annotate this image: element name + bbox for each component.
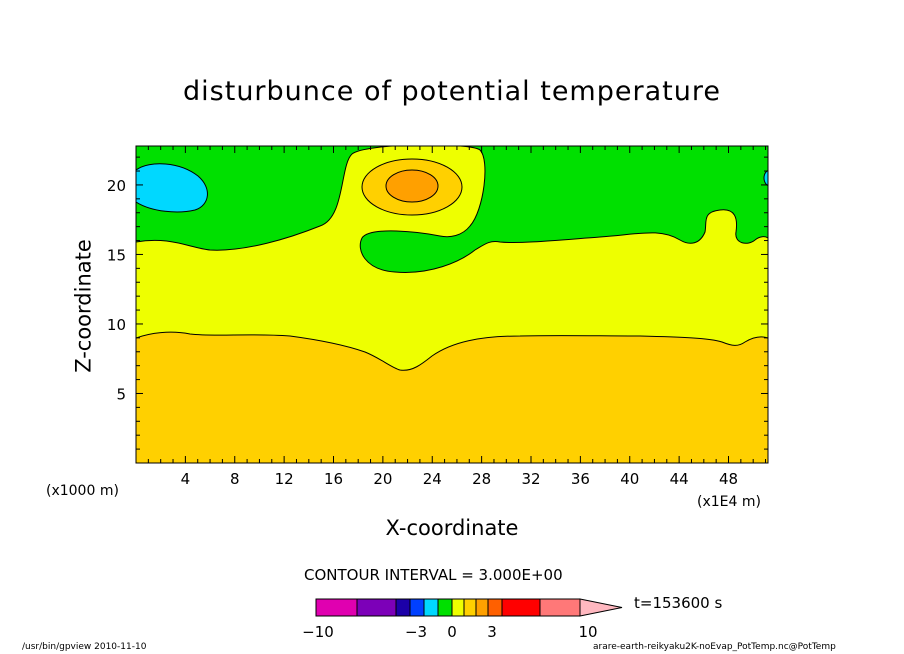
y-axis-unit: (x1000 m) [46,483,119,499]
colorbar-swatch [539,598,581,617]
colorbar-swatch [437,598,453,617]
x-tick-label: 16 [324,470,343,488]
colorbar-label: −3 [405,623,427,641]
colorbar-swatch [487,598,503,617]
x-tick-label: 20 [373,470,392,488]
colorbar-swatch [501,598,541,617]
y-tick-label: 10 [107,316,126,334]
region-warm-core [385,169,439,203]
y-tick-label: 20 [107,177,126,195]
y-tick-label: 15 [107,246,126,264]
x-axis-label: X-coordinate [385,516,519,540]
plot-frame [135,145,769,464]
colorbar-swatch [475,598,489,617]
x-axis-unit: (x1E4 m) [697,494,761,510]
x-tick-label: 24 [423,470,442,488]
x-tick-label: 28 [472,470,491,488]
x-tick-label: 4 [181,470,191,488]
colorbar-swatch [315,598,358,617]
colorbar-swatch [395,598,411,617]
y-axis-label: Z-coordinate [71,239,96,373]
x-tick-label: 40 [620,470,639,488]
chart-title: disturbunce of potential temperature [183,76,721,107]
time-label: t=153600 s [634,594,723,612]
y-tick-label: 5 [116,385,126,403]
colorbar-label: 10 [578,623,597,641]
contour-interval: CONTOUR INTERVAL = 3.000E+00 [304,566,563,584]
x-tick-label: 12 [275,470,294,488]
x-tick-label: 32 [521,470,540,488]
colorbar-swatch [423,598,439,617]
x-tick-label: 36 [571,470,590,488]
colorbar: −10 −3 0 3 10 [302,598,623,641]
colorbar-arrow [579,598,623,617]
x-tick-label: 48 [719,470,738,488]
x-tick-label: 8 [230,470,240,488]
region-lower-orange [136,331,768,463]
colorbar-label: −10 [302,623,334,641]
axis-ticks [136,146,768,463]
region-cold-edge [763,169,768,187]
footer-right: arare-earth-reikyaku2K-noEvap_PotTemp.nc… [593,642,836,652]
colorbar-swatch [356,598,397,617]
colorbar-label: 0 [447,623,457,641]
colorbar-swatch [463,598,477,617]
x-tick-label: 44 [670,470,689,488]
colorbar-swatch [409,598,425,617]
colorbar-swatch [451,598,465,617]
footer-left: /usr/bin/gpview 2010-11-10 [22,642,147,652]
colorbar-label: 3 [487,623,497,641]
region-cold-blob [136,163,208,213]
